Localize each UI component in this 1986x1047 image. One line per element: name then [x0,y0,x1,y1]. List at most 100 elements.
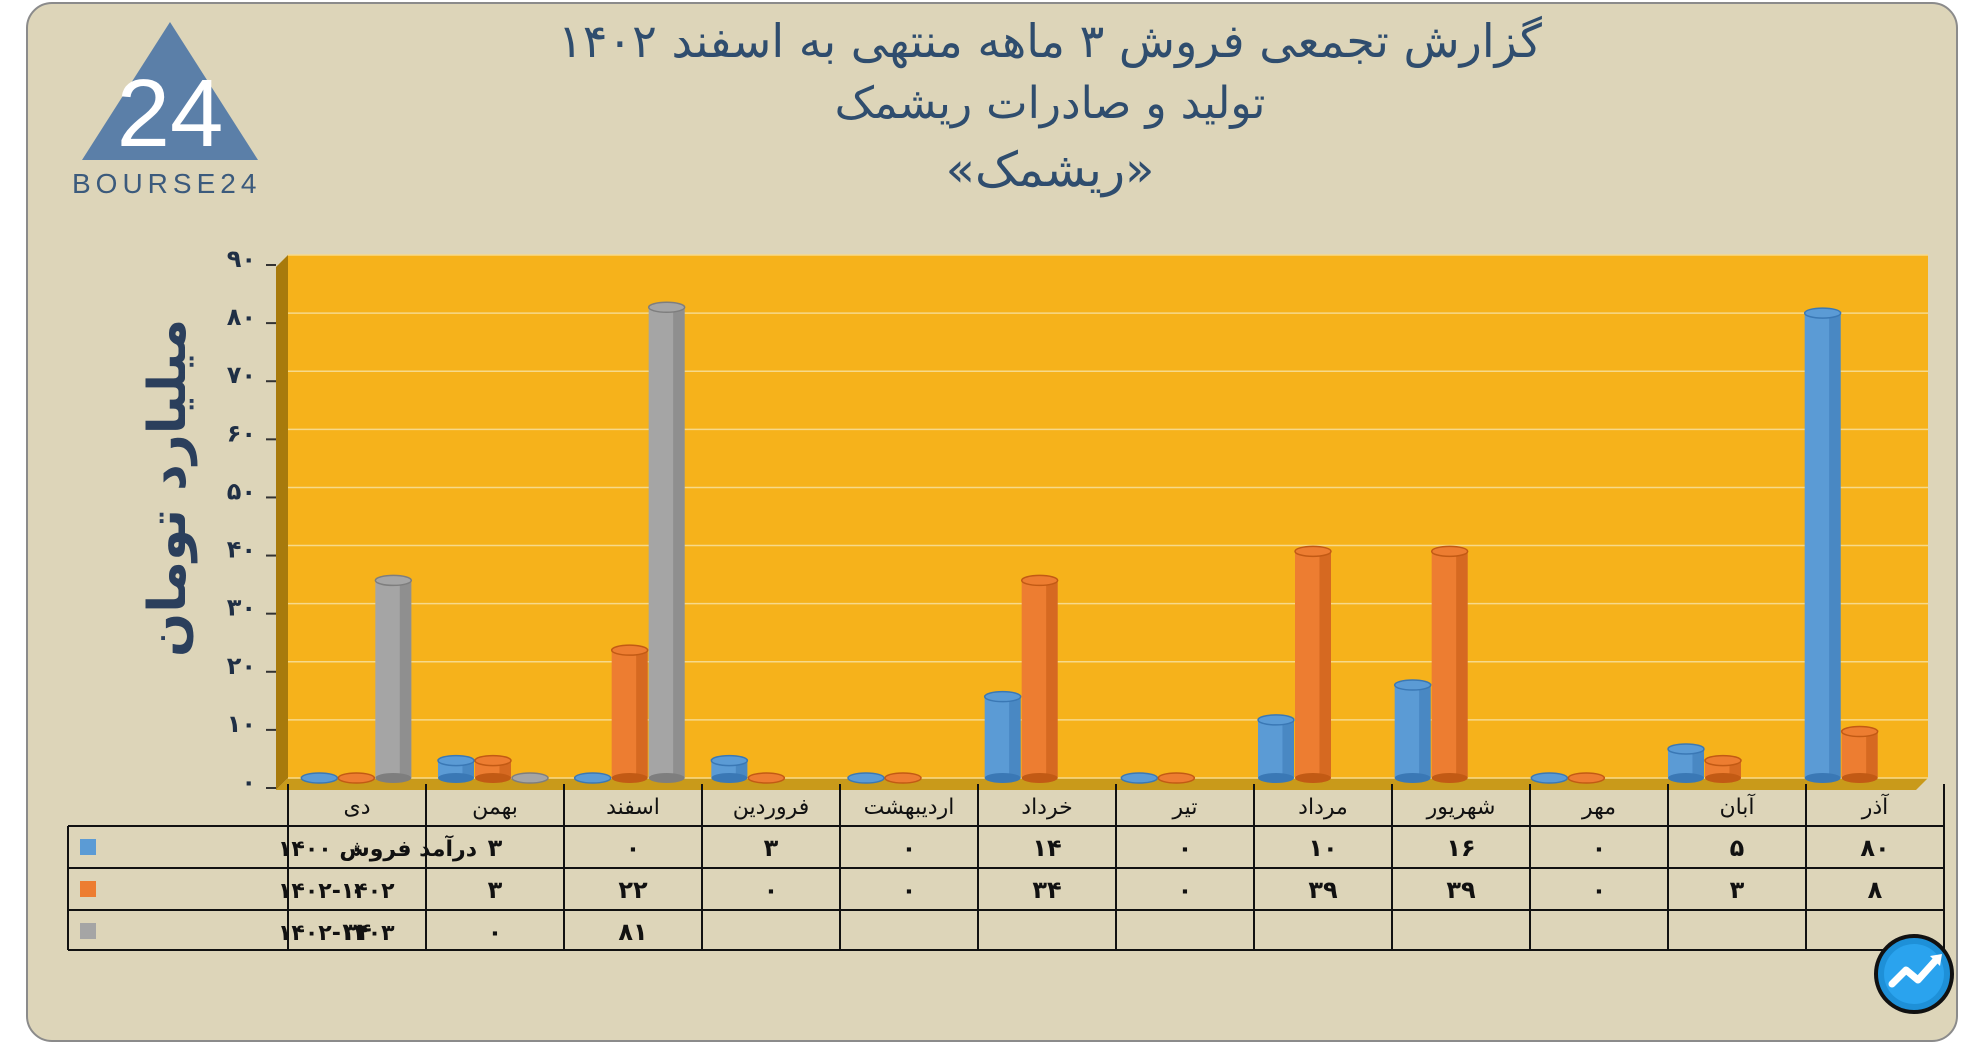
data-label: ۱۴ [1032,834,1061,862]
bar-base [475,773,511,783]
bar [1020,574,1059,783]
category-label: فروردین [733,795,810,820]
bar-top [710,754,749,767]
category-label: اسفند [606,795,660,820]
y-tick-label: ۵۰ [227,477,256,505]
bar-top [1840,725,1879,738]
bar-base [1431,773,1468,783]
report-subtitle: تولید و صادرات ریشمک [834,78,1266,129]
category-label: آبان [1719,793,1755,820]
data-label: ۰ [764,876,779,904]
bar [1567,772,1606,784]
data-label: ۳ [1730,876,1745,904]
category-label: آذر [1861,793,1889,820]
category-label: شهریور [1426,795,1496,820]
bar-base [984,773,1021,783]
plot-side-wall [276,255,288,790]
bar [1120,772,1159,784]
bar-top [1294,545,1332,558]
bar-shade [673,307,685,778]
plot-area [288,255,1928,778]
bar-top [1430,545,1469,558]
category-label: اردیبهشت [864,795,955,820]
logo-text: BOURSE24 [72,168,262,199]
bar [300,772,339,784]
bar-top [647,301,686,314]
bar [573,772,612,784]
category-label: خرداد [1021,795,1072,820]
data-label: ۳ [488,834,503,862]
bar [847,772,885,784]
bar [1157,772,1196,784]
y-tick-label: ۲۰ [227,652,256,680]
bar-base [1705,773,1741,783]
data-label: ۳۹ [1308,876,1338,904]
legend-swatch [80,839,96,855]
legend-label: ۱۴۰۲-۱۴۰۲ [278,879,395,904]
category-label: بهمن [472,795,518,820]
bar-base [1258,773,1294,783]
plot-floor [276,778,1928,790]
bar-base [1841,773,1878,783]
bar-top [1704,754,1742,767]
category-label: دی [343,795,370,820]
bar [1704,754,1742,783]
y-tick-label: ۴۰ [227,536,256,564]
bar [1257,714,1295,783]
data-label: ۳ [764,834,779,862]
bar-top [573,772,612,784]
y-tick-label: ۰ [241,768,256,796]
bar-top [374,574,413,587]
bar-shade [499,760,511,778]
data-label: ۰ [350,834,365,862]
bar-base [711,773,748,783]
bar-top [1020,574,1059,587]
bar-shade [1866,731,1878,778]
data-label: ۰ [626,834,641,862]
y-tick-label: ۶۰ [227,419,256,447]
bar [647,301,686,783]
y-tick-label: ۷۰ [227,361,256,389]
bar-shade [1009,696,1021,778]
legend-label: ۱۴۰۲-۱۴۰۳ [278,921,395,946]
bar-shade [636,650,648,778]
data-label: ۲۲ [618,876,648,904]
bar-shade [399,580,412,778]
data-label: ۳۴ [1032,876,1061,904]
bar-top [1567,772,1606,784]
bar-top [1803,307,1842,319]
bar-shade [1729,760,1741,778]
report-title: گزارش تجمعی فروش ۳ ماهه منتهی به اسفند ۱… [558,14,1542,68]
y-tick-label: ۳۰ [227,594,256,622]
bar-base [375,773,412,783]
data-label: ۰ [350,876,365,904]
data-label: ۰ [902,876,917,904]
data-label: ۰ [488,918,503,946]
data-label: ۸۰ [1860,834,1889,862]
bar-top [983,690,1022,703]
bar-shade [1829,313,1841,778]
data-label: ۳۹ [1446,876,1476,904]
data-label: ۰ [1178,834,1193,862]
category-label: مرداد [1298,795,1348,820]
bar-shade [1456,551,1468,778]
bar-base [438,773,474,783]
bar-top [300,772,339,784]
bar-top [1120,772,1159,784]
company-name: «ریشمک» [945,142,1155,198]
data-label: ۳ [488,876,503,904]
data-label: ۰ [1592,834,1607,862]
legend-swatch [80,923,96,939]
legend-label: درآمد فروش ۱۴۰۰ [278,834,477,862]
bar [1667,743,1705,783]
y-tick-label: ۸۰ [227,303,256,331]
data-label: ۱۰ [1308,834,1337,862]
bar [1294,545,1332,783]
bar [1430,545,1469,783]
bar [710,754,749,783]
bar-base [1394,773,1431,783]
bar-top [511,772,549,784]
bar-shade [462,760,474,778]
bar [374,574,413,783]
